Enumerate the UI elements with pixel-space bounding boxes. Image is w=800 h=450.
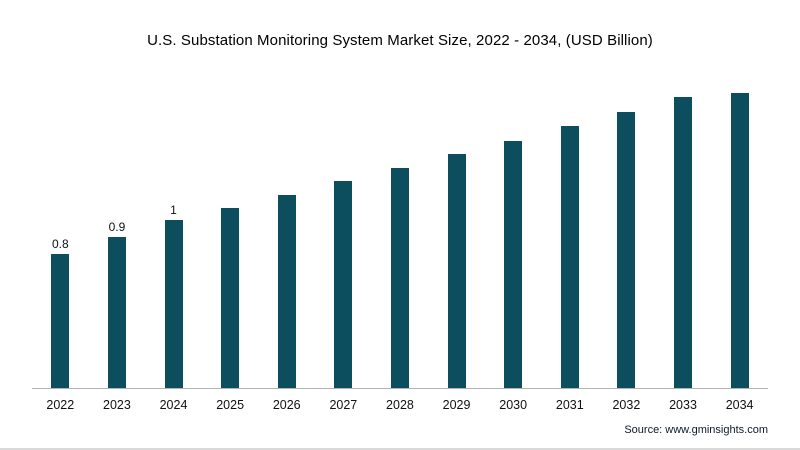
x-tick-label: 2025 — [216, 398, 245, 412]
x-tick-label: 2022 — [46, 398, 75, 412]
x-tick-label: 2026 — [272, 398, 301, 412]
bar-value-label: 0.8 — [51, 236, 69, 251]
bar-group — [258, 77, 315, 388]
x-tick-label: 2023 — [103, 398, 131, 412]
bar-value-label: 1 — [170, 202, 177, 217]
x-tick-label: 2030 — [499, 398, 528, 412]
bar — [390, 167, 409, 388]
bar — [164, 219, 183, 388]
bar-group — [428, 77, 485, 388]
bar — [447, 154, 466, 388]
x-tick-label: 2024 — [159, 398, 188, 412]
x-tick-label: 2029 — [442, 398, 471, 412]
bar — [560, 125, 579, 388]
bar — [334, 181, 353, 388]
x-tick-label: 2033 — [669, 398, 697, 412]
bar-group — [711, 77, 768, 388]
x-tick-label: 2031 — [555, 398, 584, 412]
bar-group — [485, 77, 542, 388]
bar-value-label: 0.9 — [108, 219, 126, 234]
source-attribution: Source: www.gminsights.com — [624, 424, 768, 436]
bar — [107, 236, 126, 388]
x-tick-label: 2032 — [612, 398, 641, 412]
bar — [730, 93, 749, 388]
bar-group — [315, 77, 372, 388]
x-tick-label: 2034 — [725, 398, 754, 412]
bar — [617, 112, 636, 388]
chart-title: U.S. Substation Monitoring System Market… — [147, 32, 653, 49]
bar-group — [541, 77, 598, 388]
bar-group: 1 — [145, 77, 202, 388]
x-tick-label: 2028 — [386, 398, 414, 412]
x-axis: 2022 2023 2024 2025 2026 2027 2028 2029 2030 2031… — [32, 389, 768, 412]
bottom-divider — [0, 448, 800, 450]
bar — [277, 194, 296, 388]
bar-group — [598, 77, 655, 388]
bar-group: 0.9 — [89, 77, 146, 388]
bar — [674, 97, 692, 388]
bar-group — [655, 77, 712, 388]
bar — [504, 140, 523, 388]
bar-group: 0.8 — [32, 77, 89, 388]
bar-group — [372, 77, 429, 388]
x-tick-label: 2027 — [329, 398, 358, 412]
bar — [51, 253, 70, 388]
plot-area: 0.8 0.9 1 — [32, 77, 768, 389]
bar-group — [202, 77, 259, 388]
plot-wrap: 0.8 0.9 1 2022 2023 2024 2025 2026 2027 2028 2029… — [32, 77, 768, 412]
bar — [221, 208, 240, 388]
